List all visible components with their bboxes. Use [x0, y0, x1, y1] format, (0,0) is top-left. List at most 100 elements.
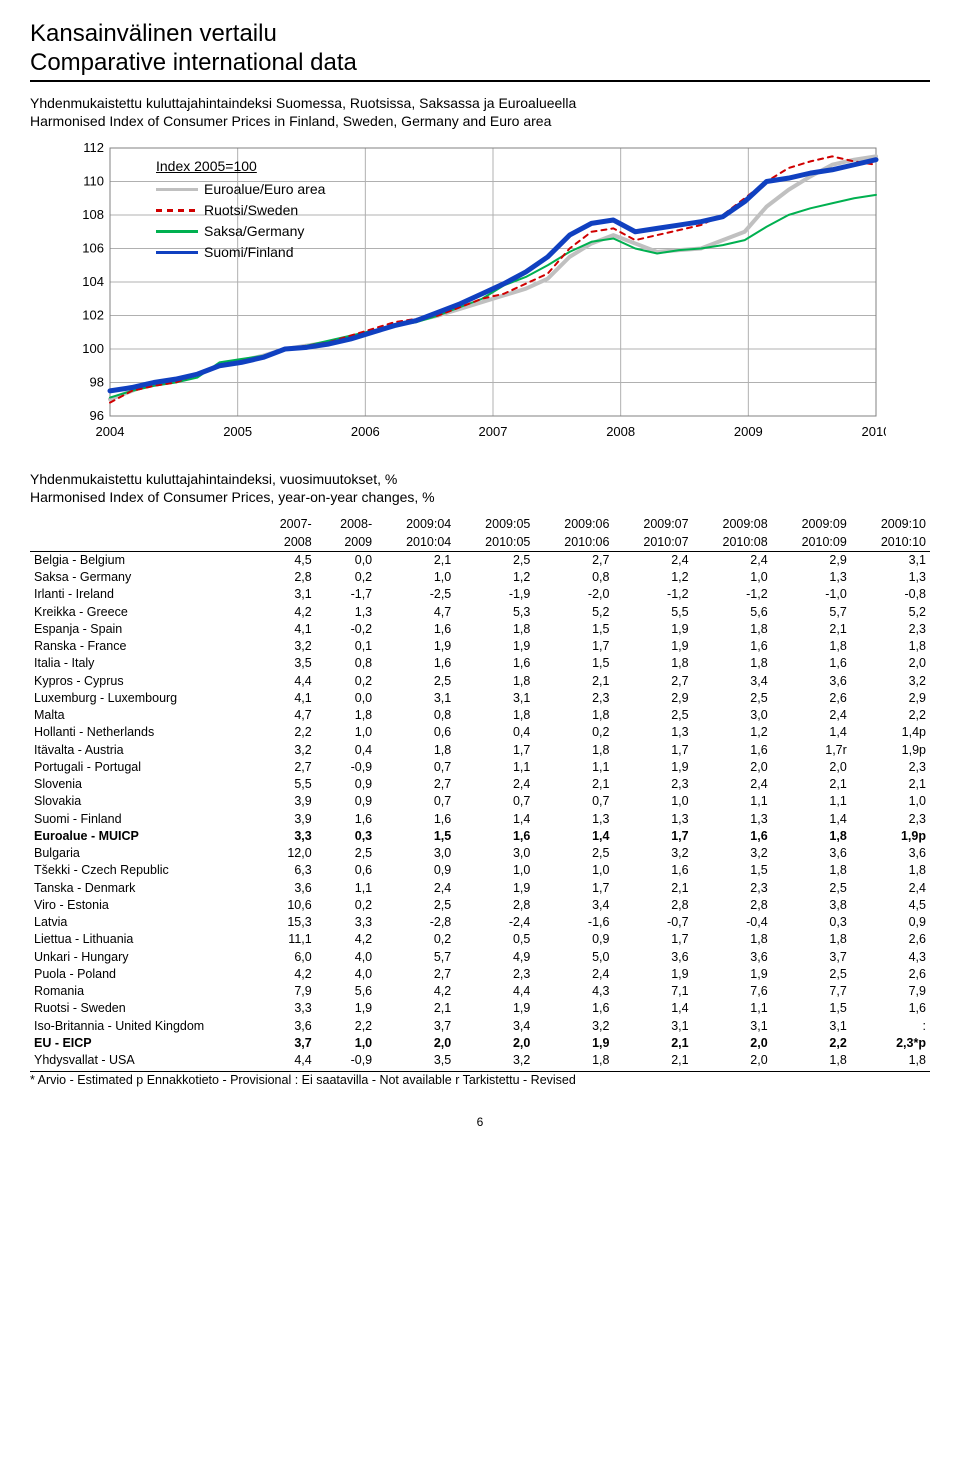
title-line1: Kansainvälinen vertailu: [30, 20, 930, 49]
col-header: 2009:09: [772, 516, 851, 533]
row-name: Viro - Estonia: [30, 897, 261, 914]
cell: 2,4: [693, 776, 772, 793]
row-name: Euroalue - MUICP: [30, 828, 261, 845]
col-subheader: 2010:09: [772, 534, 851, 552]
cell: 12,0: [261, 845, 316, 862]
cell: 1,9p: [851, 828, 930, 845]
cell: 3,5: [376, 1052, 455, 1069]
cell: 1,9: [613, 966, 692, 983]
cell: 1,0: [613, 793, 692, 810]
cell: 1,9: [534, 1035, 613, 1052]
cell: 0,8: [376, 707, 455, 724]
cell: 1,5: [693, 862, 772, 879]
cell: 0,0: [316, 690, 376, 707]
cell: 2,5: [693, 690, 772, 707]
cell: 3,9: [261, 811, 316, 828]
cell: 2,4: [534, 966, 613, 983]
cell: 0,8: [316, 655, 376, 672]
cell: 3,0: [376, 845, 455, 862]
cell: -0,9: [316, 1052, 376, 1069]
cell: 3,2: [261, 742, 316, 759]
cell: 2,1: [613, 1052, 692, 1069]
cell: 1,4: [455, 811, 534, 828]
table-row: Ranska - France3,20,11,91,91,71,91,61,81…: [30, 638, 930, 655]
col-subheader: 2010:07: [613, 534, 692, 552]
cell: 2,1: [772, 621, 851, 638]
cell: 2,5: [613, 707, 692, 724]
cell: 4,0: [316, 966, 376, 983]
legend-swatch: [156, 188, 198, 191]
table-row: Puola - Poland4,24,02,72,32,41,91,92,52,…: [30, 966, 930, 983]
cell: 2,9: [613, 690, 692, 707]
cell: 1,8: [772, 931, 851, 948]
cell: 1,3: [316, 604, 376, 621]
cell: 4,4: [261, 1052, 316, 1069]
cell: 2,3*p: [851, 1035, 930, 1052]
table-row: EU - EICP3,71,02,02,01,92,12,02,22,3*p: [30, 1035, 930, 1052]
cell: 3,7: [261, 1035, 316, 1052]
col-header: 2009:07: [613, 516, 692, 533]
cell: 1,8: [455, 707, 534, 724]
cell: 3,2: [851, 673, 930, 690]
cell: 0,7: [534, 793, 613, 810]
cell: -0,8: [851, 586, 930, 603]
cell: 0,2: [316, 897, 376, 914]
cell: 1,4: [613, 1000, 692, 1017]
cell: 4,9: [455, 949, 534, 966]
row-name: Slovenia: [30, 776, 261, 793]
cell: 2,1: [376, 551, 455, 569]
cell: 4,7: [376, 604, 455, 621]
legend-swatch: [156, 251, 198, 254]
cell: 2,3: [851, 811, 930, 828]
cell: 2,5: [376, 897, 455, 914]
cell: 0,7: [455, 793, 534, 810]
cell: 1,6: [693, 742, 772, 759]
cell: 2,0: [455, 1035, 534, 1052]
cell: -1,6: [534, 914, 613, 931]
cell: 0,4: [455, 724, 534, 741]
table-row: Luxemburg - Luxembourg4,10,03,13,12,32,9…: [30, 690, 930, 707]
cell: -0,4: [693, 914, 772, 931]
title-line2: Comparative international data: [30, 49, 930, 78]
table-row: Itävalta - Austria3,20,41,81,71,81,71,61…: [30, 742, 930, 759]
chart-intro-line2: Harmonised Index of Consumer Prices in F…: [30, 112, 930, 130]
cell: 1,8: [613, 655, 692, 672]
cell: 3,6: [261, 880, 316, 897]
chart-intro: Yhdenmukaistettu kuluttajahintaindeksi S…: [30, 94, 930, 130]
cell: 3,1: [261, 586, 316, 603]
cell: 1,5: [534, 621, 613, 638]
cell: 2,0: [693, 759, 772, 776]
cell: 2,3: [693, 880, 772, 897]
cell: 10,6: [261, 897, 316, 914]
cell: 3,2: [693, 845, 772, 862]
cell: 2,0: [693, 1035, 772, 1052]
cell: 1,8: [534, 742, 613, 759]
cell: 3,3: [261, 1000, 316, 1017]
cell: 2,7: [376, 776, 455, 793]
cell: 7,7: [772, 983, 851, 1000]
cell: 2,3: [534, 690, 613, 707]
col-subheader: 2010:06: [534, 534, 613, 552]
row-name: Espanja - Spain: [30, 621, 261, 638]
cell: 1,6: [693, 638, 772, 655]
cell: 1,0: [693, 569, 772, 586]
cell: 7,9: [261, 983, 316, 1000]
cell: 1,6: [376, 655, 455, 672]
page-number: 6: [30, 1115, 930, 1129]
cell: 4,3: [534, 983, 613, 1000]
cell: 2,1: [613, 880, 692, 897]
cell: 3,6: [772, 845, 851, 862]
cell: 1,2: [693, 724, 772, 741]
cell: 2,8: [455, 897, 534, 914]
cell: 2,0: [693, 1052, 772, 1069]
row-name: Tanska - Denmark: [30, 880, 261, 897]
cell: 2,5: [534, 845, 613, 862]
cell: 1,3: [851, 569, 930, 586]
row-name: Liettua - Lithuania: [30, 931, 261, 948]
cell: 1,9: [693, 966, 772, 983]
cell: 2,5: [376, 673, 455, 690]
cell: 1,8: [316, 707, 376, 724]
cell: 3,1: [693, 1018, 772, 1035]
cell: 1,5: [376, 828, 455, 845]
cell: 1,3: [772, 569, 851, 586]
